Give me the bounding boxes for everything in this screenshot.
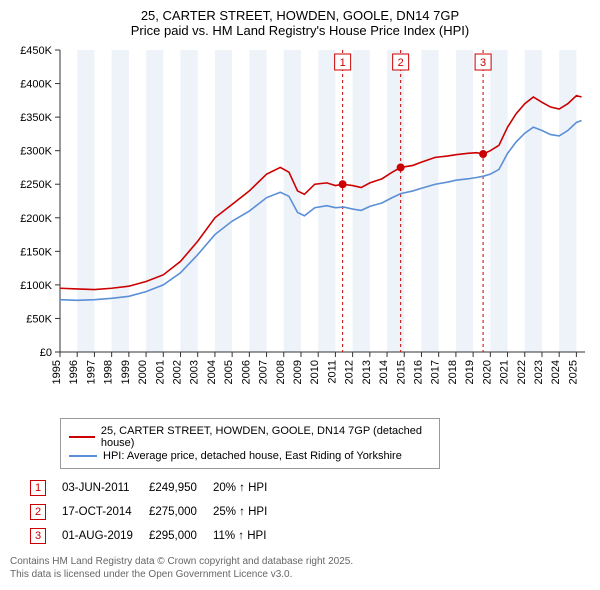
svg-text:1999: 1999 <box>120 360 132 384</box>
svg-text:£250K: £250K <box>20 179 52 191</box>
svg-text:£100K: £100K <box>20 280 52 292</box>
legend-item: 25, CARTER STREET, HOWDEN, GOOLE, DN14 7… <box>69 425 431 449</box>
sale-price: £275,000 <box>149 501 211 523</box>
svg-text:2020: 2020 <box>481 360 493 384</box>
svg-text:3: 3 <box>480 57 486 69</box>
sale-price: £249,950 <box>149 477 211 499</box>
svg-text:2022: 2022 <box>516 360 528 384</box>
svg-text:1997: 1997 <box>85 360 97 384</box>
sale-number-box: 2 <box>30 504 46 520</box>
legend-swatch <box>69 436 95 438</box>
svg-text:2006: 2006 <box>240 360 252 384</box>
footer-line: This data is licensed under the Open Gov… <box>10 568 590 581</box>
sale-date: 01-AUG-2019 <box>62 525 147 547</box>
svg-text:2016: 2016 <box>412 360 424 384</box>
svg-text:2025: 2025 <box>567 360 579 384</box>
svg-text:2005: 2005 <box>223 360 235 384</box>
legend-label: HPI: Average price, detached house, East… <box>103 450 402 462</box>
svg-text:2012: 2012 <box>344 360 356 384</box>
svg-text:2013: 2013 <box>361 360 373 384</box>
svg-text:2021: 2021 <box>499 360 511 384</box>
footer-line: Contains HM Land Registry data © Crown c… <box>10 555 590 568</box>
svg-text:1998: 1998 <box>103 360 115 384</box>
sale-price: £295,000 <box>149 525 211 547</box>
svg-text:2000: 2000 <box>137 360 149 384</box>
legend: 25, CARTER STREET, HOWDEN, GOOLE, DN14 7… <box>60 418 440 469</box>
chart-svg: £0 £50K £100K £150K £200K £250K £300K £350K £400… <box>10 42 590 412</box>
sale-row: 3 01-AUG-2019£295,00011% ↑ HPI <box>30 525 281 547</box>
chart-container: 25, CARTER STREET, HOWDEN, GOOLE, DN14 7… <box>0 0 600 589</box>
svg-text:2014: 2014 <box>378 360 390 384</box>
legend-label: 25, CARTER STREET, HOWDEN, GOOLE, DN14 7… <box>101 425 431 449</box>
svg-text:£0: £0 <box>40 347 52 359</box>
svg-text:2015: 2015 <box>395 360 407 384</box>
svg-text:2017: 2017 <box>430 360 442 384</box>
legend-item: HPI: Average price, detached house, East… <box>69 450 431 462</box>
sale-date: 17-OCT-2014 <box>62 501 147 523</box>
svg-text:1996: 1996 <box>68 360 80 384</box>
svg-text:£400K: £400K <box>20 79 52 91</box>
svg-text:2008: 2008 <box>275 360 287 384</box>
svg-text:2003: 2003 <box>189 360 201 384</box>
sale-date: 03-JUN-2011 <box>62 477 147 499</box>
chart-title: 25, CARTER STREET, HOWDEN, GOOLE, DN14 7… <box>10 8 590 23</box>
svg-text:2011: 2011 <box>326 360 338 384</box>
svg-text:2002: 2002 <box>171 360 183 384</box>
svg-text:2023: 2023 <box>533 360 545 384</box>
svg-text:£200K: £200K <box>20 213 52 225</box>
svg-text:2024: 2024 <box>550 360 562 384</box>
sales-table: 1 03-JUN-2011£249,95020% ↑ HPI 2 17-OCT-201… <box>28 475 283 549</box>
svg-text:£50K: £50K <box>26 313 52 325</box>
svg-text:2019: 2019 <box>464 360 476 384</box>
sale-delta: 11% ↑ HPI <box>213 525 281 547</box>
svg-text:£450K: £450K <box>20 45 52 57</box>
sale-number-box: 3 <box>30 528 46 544</box>
svg-text:2: 2 <box>398 57 404 69</box>
svg-text:2018: 2018 <box>447 360 459 384</box>
svg-text:1: 1 <box>340 57 346 69</box>
chart-plot: £0 £50K £100K £150K £200K £250K £300K £350K £400… <box>10 42 590 412</box>
chart-subtitle: Price paid vs. HM Land Registry's House … <box>10 23 590 38</box>
svg-text:£350K: £350K <box>20 112 52 124</box>
svg-text:1995: 1995 <box>51 360 63 384</box>
sale-row: 1 03-JUN-2011£249,95020% ↑ HPI <box>30 477 281 499</box>
svg-text:2001: 2001 <box>154 360 166 384</box>
svg-text:2010: 2010 <box>309 360 321 384</box>
sale-delta: 20% ↑ HPI <box>213 477 281 499</box>
svg-text:£150K: £150K <box>20 246 52 258</box>
attribution: Contains HM Land Registry data © Crown c… <box>10 555 590 581</box>
svg-text:£300K: £300K <box>20 146 52 158</box>
svg-text:2004: 2004 <box>206 360 218 384</box>
sale-delta: 25% ↑ HPI <box>213 501 281 523</box>
sale-row: 2 17-OCT-2014£275,00025% ↑ HPI <box>30 501 281 523</box>
svg-text:2007: 2007 <box>258 360 270 384</box>
sale-number-box: 1 <box>30 480 46 496</box>
legend-swatch <box>69 455 97 457</box>
svg-text:2009: 2009 <box>292 360 304 384</box>
